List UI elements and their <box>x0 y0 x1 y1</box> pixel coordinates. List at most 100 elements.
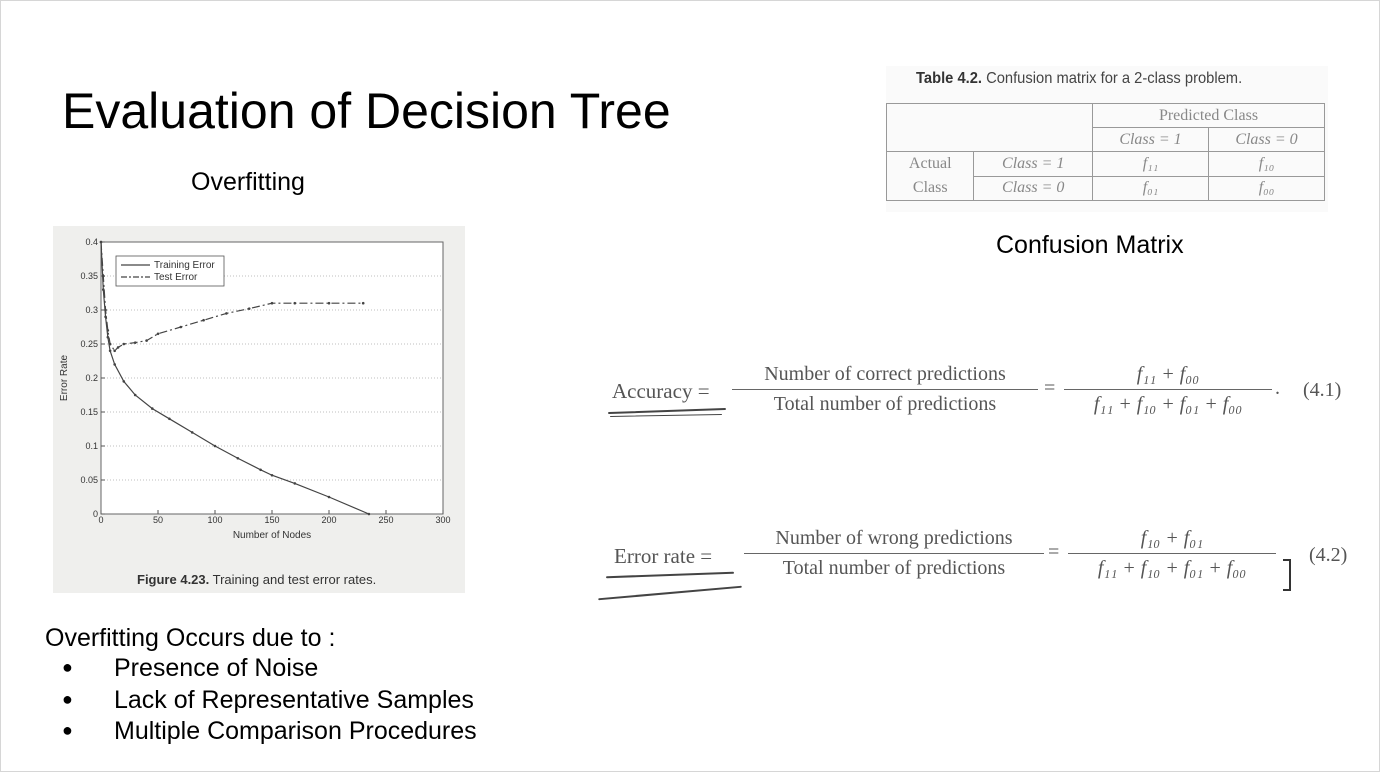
cell-f01: f₀₁ <box>1092 175 1209 201</box>
training-error-point <box>133 393 137 397</box>
accuracy-denominator-words: Total number of predictions <box>773 393 997 415</box>
y-tick-label: 0.1 <box>85 441 98 451</box>
x-tick-label: 200 <box>321 515 336 525</box>
overfitting-subtitle: Overfitting <box>191 168 305 196</box>
test-error-point <box>179 325 183 329</box>
error-rate-fraction-bar <box>744 553 1044 554</box>
accuracy-period: . <box>1275 377 1280 399</box>
cause-item: ● Lack of Representative Samples <box>62 686 474 715</box>
y-tick-label: 0 <box>93 509 98 519</box>
test-error-point <box>270 301 274 305</box>
x-tick-label: 250 <box>378 515 393 525</box>
x-tick-label: 50 <box>153 515 163 525</box>
cause-item: ● Multiple Comparison Procedures <box>62 717 477 746</box>
test-error-point <box>116 346 120 349</box>
predicted-class-0: Class = 0 <box>1208 127 1325 152</box>
legend-box <box>115 255 225 287</box>
accuracy-equals: = <box>1044 377 1056 399</box>
slide-title: Evaluation of Decision Tree <box>62 83 671 139</box>
test-error-point <box>202 318 205 322</box>
test-error-point <box>108 342 112 346</box>
accuracy-denominator-symbols: f₁₁ + f₁₀ + f₀₁ + f₀₀ <box>1093 393 1243 415</box>
error-rate-underline-2 <box>598 585 742 601</box>
error-rate-label: Error rate = <box>614 544 713 568</box>
cell-f00: f₀₀ <box>1208 175 1325 201</box>
overfitting-causes-title: Overfitting Occurs due to : <box>45 624 336 652</box>
predicted-class-header: Predicted Class <box>1092 103 1325 128</box>
training-error-point <box>213 444 217 448</box>
x-axis-label: Number of Nodes <box>233 530 311 541</box>
test-error-point <box>113 349 116 353</box>
training-error-point <box>113 363 116 366</box>
accuracy-underline <box>608 407 726 415</box>
test-error-point <box>247 307 251 310</box>
test-error-point <box>361 301 365 305</box>
y-tick-label: 0.3 <box>85 305 98 315</box>
confusion-matrix-table: Predicted Class Class = 1 Class = 0 Actu… <box>885 103 1325 201</box>
error-rate-figure: 0 0.05 0.1 0.15 0.2 0.25 0.3 0.35 0.4 0 50 100 150 20… <box>53 226 465 593</box>
accuracy-fraction-bar <box>732 389 1038 390</box>
training-error-point <box>293 482 297 485</box>
test-error-point <box>293 301 297 305</box>
training-error-point <box>327 495 331 499</box>
y-tick-label: 0.25 <box>80 339 98 349</box>
accuracy-equation-number: (4.1) <box>1303 379 1342 401</box>
error-rate-chart: 0 0.05 0.1 0.15 0.2 0.25 0.3 0.35 0.4 0 50 100 150 20… <box>59 237 451 541</box>
test-error-point <box>101 274 105 278</box>
cause-text: Presence of Noise <box>114 654 319 682</box>
test-error-point <box>133 341 137 344</box>
y-tick-label: 0.05 <box>80 475 98 485</box>
accuracy-underline-2 <box>609 414 723 417</box>
cell-f11: f₁₁ <box>1092 151 1209 177</box>
cause-item: ● Presence of Noise <box>62 654 318 683</box>
legend-test-label: Test Error <box>154 272 198 283</box>
accuracy-fraction-bar-2 <box>1064 389 1272 390</box>
y-tick-label: 0.35 <box>80 271 98 281</box>
bracket-mark-icon <box>1283 559 1291 591</box>
actual-class-0: Class = 0 <box>973 175 1093 201</box>
confusion-matrix-image: Table 4.2. Confusion matrix for a 2-clas… <box>885 66 1328 212</box>
actual-class-header: Actual Class <box>885 151 975 201</box>
error-rate-numerator-words: Number of wrong predictions <box>775 527 1013 549</box>
x-tick-label: 150 <box>264 515 279 525</box>
x-tick-label: 100 <box>207 515 222 525</box>
test-error-point <box>156 332 160 336</box>
figure-caption-label: Figure 4.23. <box>137 572 210 587</box>
error-rate-fraction-bar-2 <box>1068 553 1276 554</box>
table-caption: Table 4.2. Confusion matrix for a 2-clas… <box>916 70 1242 88</box>
bullet-icon: ● <box>62 720 73 740</box>
confusion-matrix-caption: Confusion Matrix <box>996 231 1184 259</box>
training-error-point <box>236 456 240 460</box>
training-error-point <box>367 512 371 516</box>
test-error-point <box>106 329 110 332</box>
error-rate-equals: = <box>1048 541 1060 563</box>
accuracy-label: Accuracy = <box>612 379 710 403</box>
x-tick-label: 0 <box>98 515 103 525</box>
accuracy-numerator-words: Number of correct predictions <box>764 363 1006 385</box>
legend-training-label: Training Error <box>154 260 215 271</box>
accuracy-numerator-symbols: f₁₁ + f₀₀ <box>1136 363 1200 385</box>
test-error-point <box>145 339 148 342</box>
accuracy-fraction-symbols: f₁₁ + f₀₀ f₁₁ + f₁₀ + f₀₁ + f₀₀ <box>1064 363 1272 416</box>
actual-class-1: Class = 1 <box>973 151 1093 177</box>
training-error-point <box>151 407 154 410</box>
y-tick-label: 0.4 <box>85 237 98 247</box>
table-corner-cell <box>886 103 1093 152</box>
table-caption-text: Confusion matrix for a 2-class problem. <box>986 70 1243 87</box>
y-tick-label: 0.2 <box>85 373 98 383</box>
error-rate-formula: Error rate = Number of wrong predictions… <box>596 522 1372 602</box>
accuracy-fraction-words: Number of correct predictions Total numb… <box>732 363 1038 416</box>
training-error-line <box>100 241 370 515</box>
error-rate-denominator-words: Total number of predictions <box>782 557 1006 579</box>
error-rate-fraction-words: Number of wrong predictions Total number… <box>744 527 1044 580</box>
cause-text: Multiple Comparison Procedures <box>114 717 477 745</box>
test-error-point <box>122 342 126 346</box>
y-tick-label: 0.15 <box>80 407 98 417</box>
error-rate-numerator-symbols: f₁₀ + f₀₁ <box>1140 527 1204 549</box>
test-error-point <box>104 308 107 312</box>
training-error-point <box>270 473 274 477</box>
predicted-class-1: Class = 1 <box>1092 127 1209 152</box>
figure-caption-text: Training and test error rates. <box>212 572 377 587</box>
training-error-point <box>190 431 194 434</box>
training-error-point <box>168 417 171 421</box>
